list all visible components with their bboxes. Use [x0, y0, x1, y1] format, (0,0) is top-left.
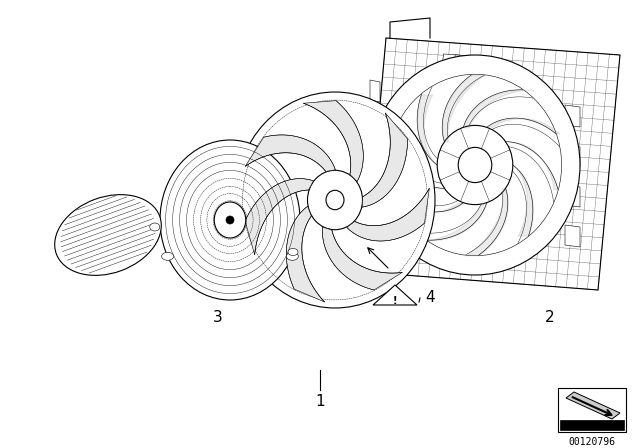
Ellipse shape	[162, 252, 173, 260]
Polygon shape	[370, 185, 380, 207]
Polygon shape	[245, 135, 335, 172]
Ellipse shape	[150, 223, 160, 231]
Ellipse shape	[370, 55, 580, 275]
Text: 00120796: 00120796	[568, 437, 616, 447]
Polygon shape	[565, 185, 580, 207]
Ellipse shape	[326, 190, 344, 210]
Polygon shape	[286, 207, 324, 302]
Polygon shape	[565, 145, 580, 167]
Text: 2: 2	[545, 310, 555, 326]
Text: 1: 1	[315, 395, 325, 409]
Polygon shape	[362, 113, 408, 207]
Ellipse shape	[226, 216, 234, 224]
Polygon shape	[370, 220, 380, 242]
Text: 3: 3	[213, 310, 223, 326]
Ellipse shape	[286, 252, 298, 260]
Polygon shape	[465, 56, 490, 74]
Polygon shape	[370, 150, 380, 172]
Ellipse shape	[54, 194, 161, 276]
Bar	[560, 420, 624, 430]
Polygon shape	[303, 101, 364, 181]
Bar	[558, 388, 626, 432]
Polygon shape	[565, 105, 580, 127]
Polygon shape	[442, 54, 467, 72]
Polygon shape	[565, 225, 580, 247]
Text: 4: 4	[425, 290, 435, 306]
Ellipse shape	[307, 170, 362, 230]
Polygon shape	[566, 392, 620, 419]
Ellipse shape	[235, 92, 435, 308]
Ellipse shape	[437, 125, 513, 205]
Ellipse shape	[288, 249, 298, 255]
Polygon shape	[370, 80, 380, 102]
Polygon shape	[245, 179, 314, 255]
Ellipse shape	[160, 140, 300, 300]
Polygon shape	[347, 188, 429, 241]
Polygon shape	[370, 115, 380, 137]
Polygon shape	[454, 55, 479, 73]
Ellipse shape	[458, 147, 492, 183]
Text: !: !	[393, 296, 397, 306]
Ellipse shape	[214, 202, 246, 238]
Polygon shape	[323, 227, 403, 290]
Polygon shape	[373, 285, 417, 305]
